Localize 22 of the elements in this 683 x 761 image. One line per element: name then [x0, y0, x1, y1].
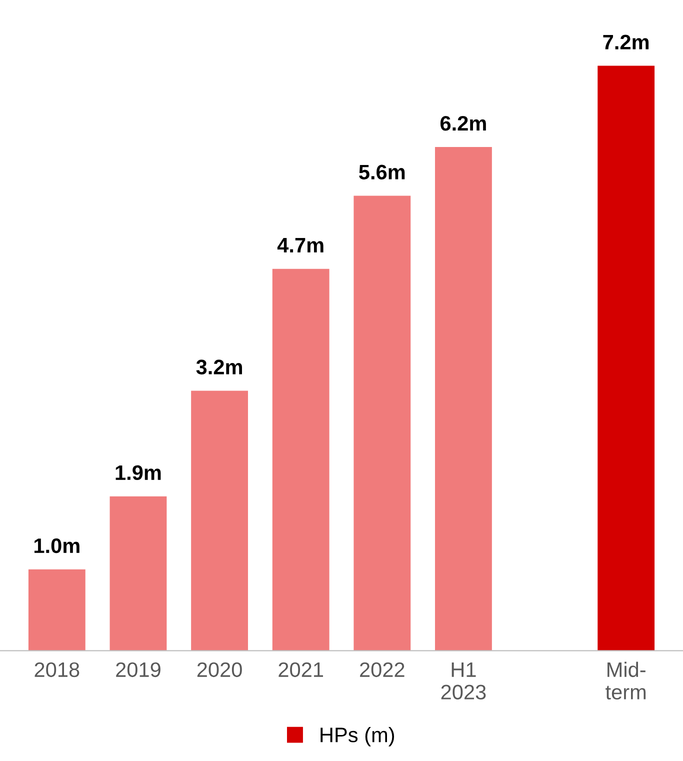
bar — [354, 196, 411, 651]
bar — [191, 390, 248, 651]
x-tick-label: 2018 — [34, 662, 80, 678]
x-tick-label: 2019 — [116, 662, 160, 678]
bar — [435, 147, 492, 651]
x-tick-label: 2021 — [278, 662, 324, 678]
data-label: 1.9m — [116, 465, 161, 480]
bar — [110, 496, 167, 651]
data-label: 5.6m — [359, 164, 405, 180]
bar — [28, 569, 86, 651]
legend-label: HPs (m) — [320, 726, 394, 746]
data-label: 6.2m — [440, 116, 486, 131]
x-tick-label: 2020 — [197, 662, 242, 678]
bar — [598, 66, 655, 651]
data-label: 7.2m — [603, 34, 649, 50]
x-tick-label: Mid- term — [606, 662, 646, 700]
data-label: 3.2m — [196, 360, 242, 374]
x-tick-label: H1 2023 — [441, 662, 486, 700]
x-tick-label: 2022 — [360, 662, 404, 678]
data-label: 4.7m — [277, 238, 324, 252]
data-label: 1.0m — [34, 538, 80, 554]
bar — [272, 268, 330, 651]
